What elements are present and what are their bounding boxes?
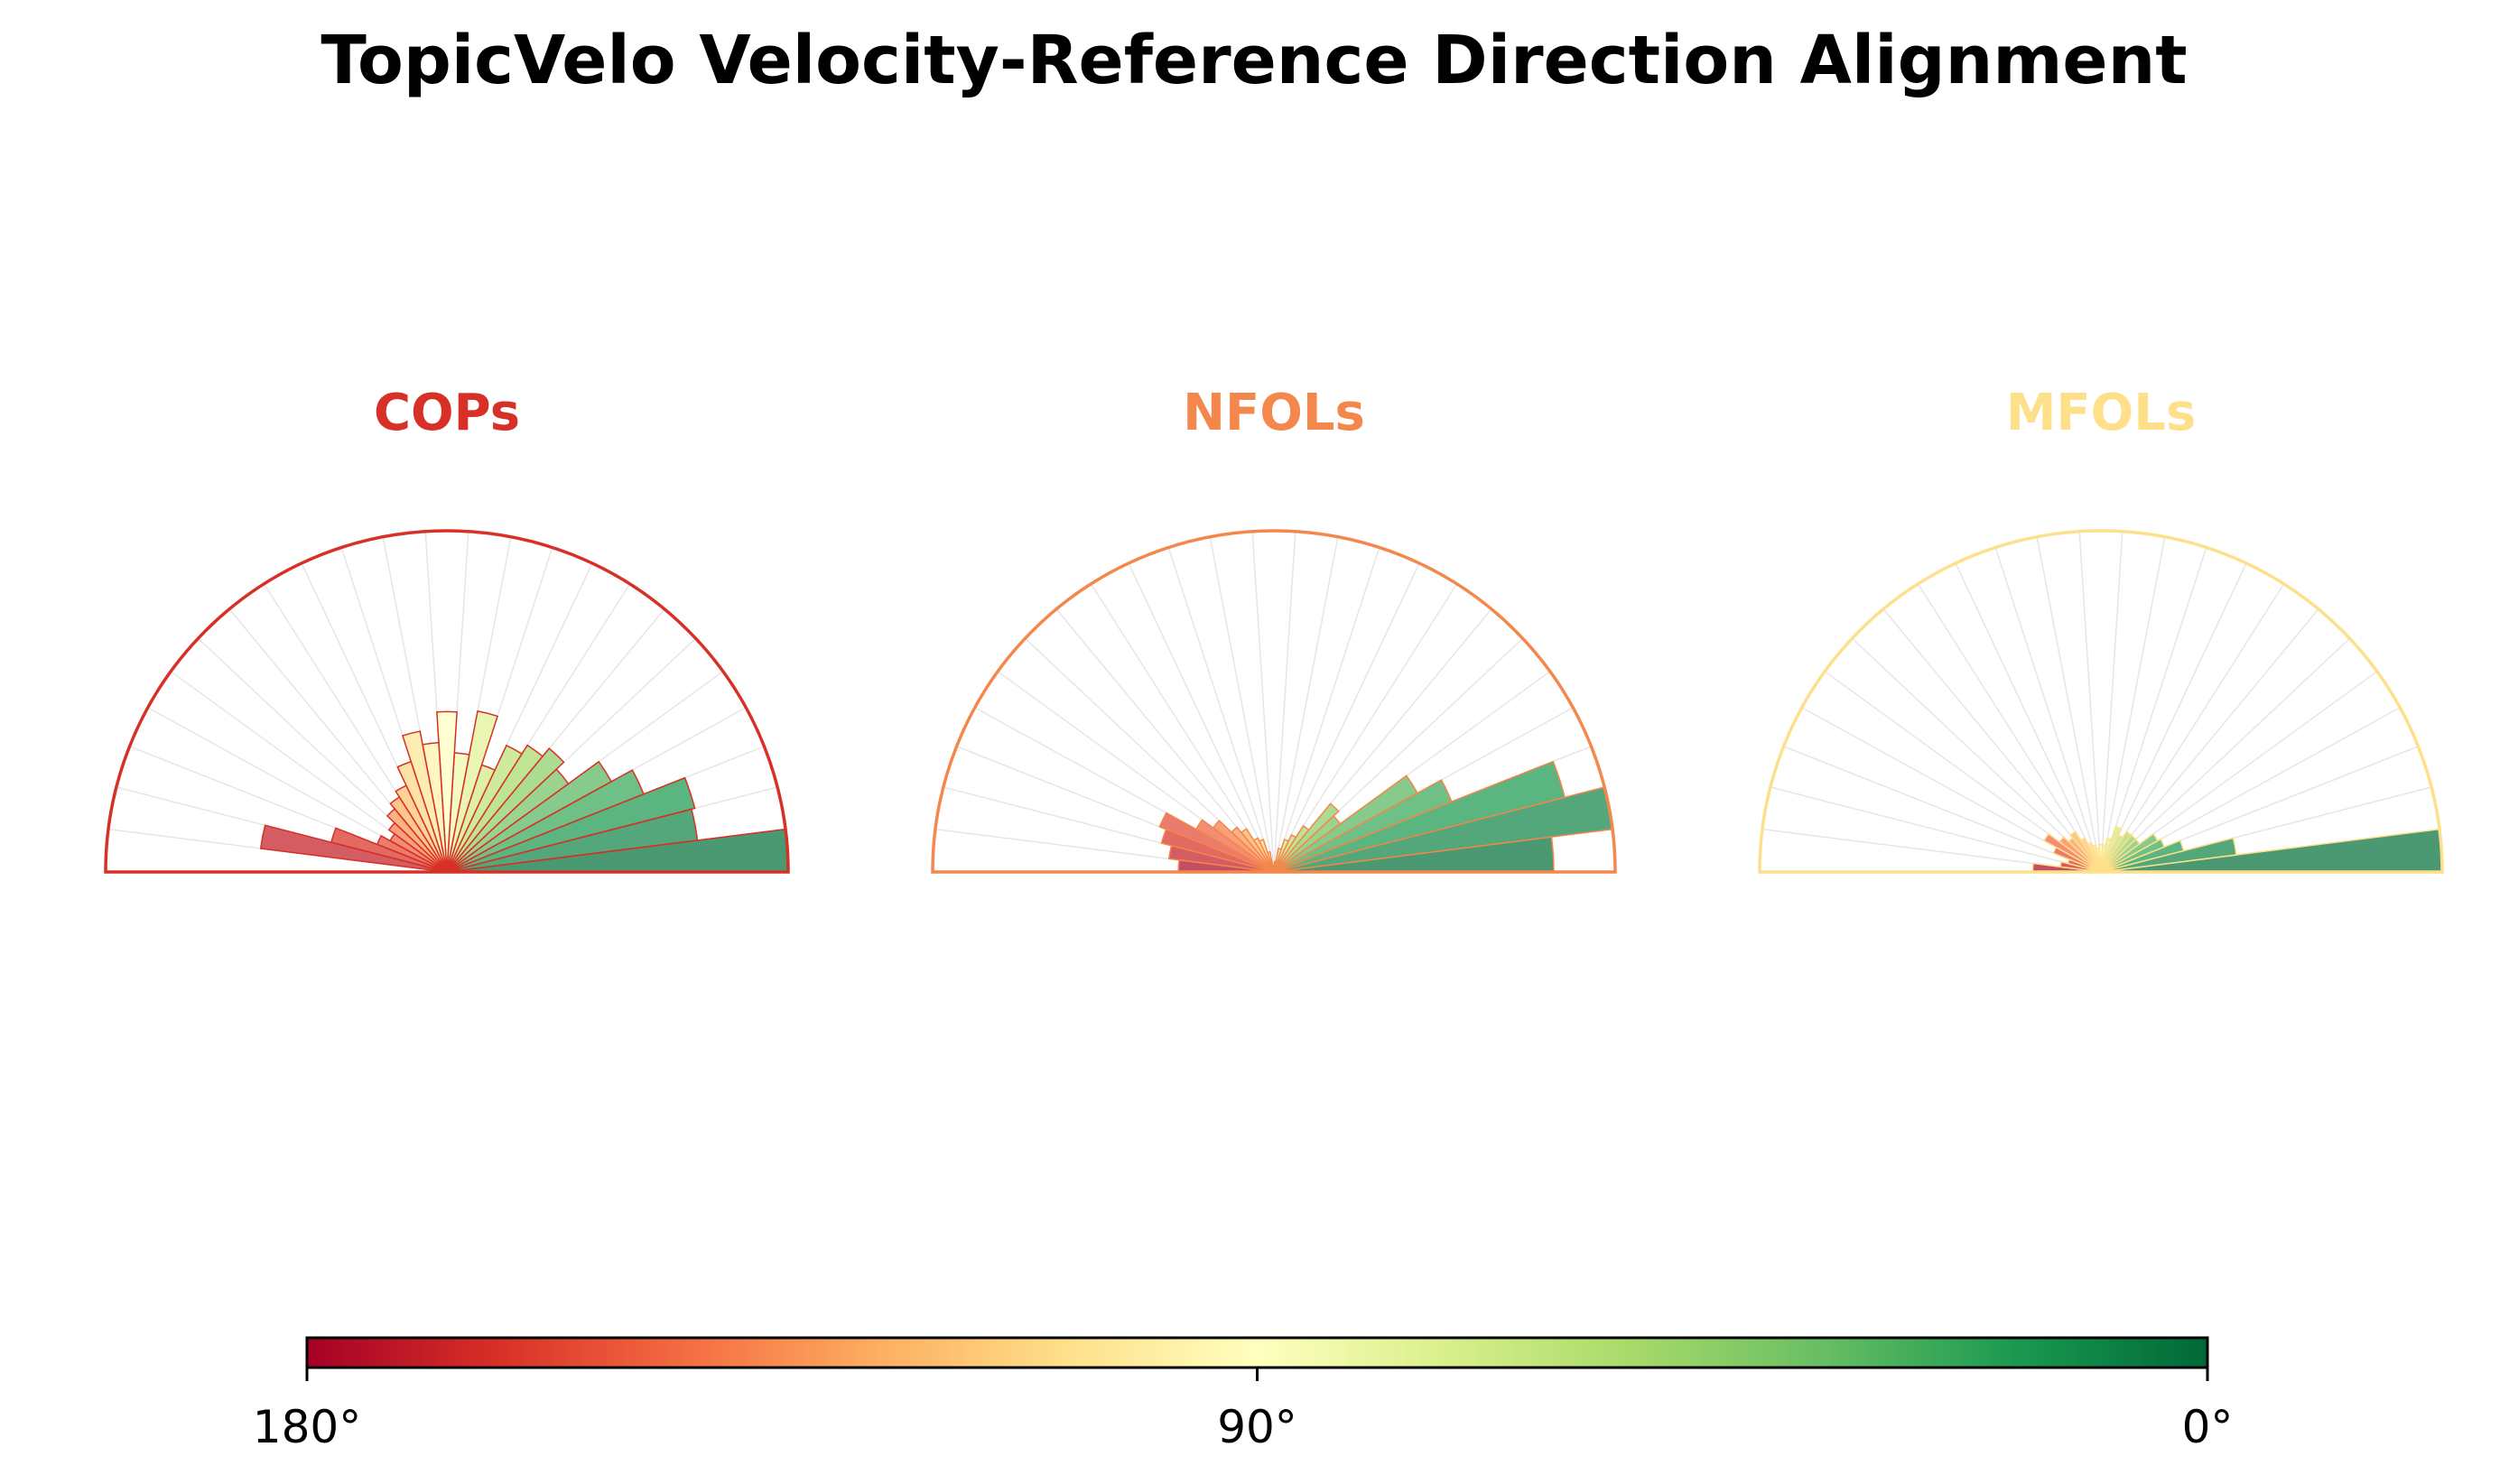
polar-gridline (2100, 637, 2351, 873)
polar-bar (1167, 844, 1275, 873)
polar-gridline (1783, 746, 2102, 873)
polar-gridline (2100, 536, 2166, 873)
polar-bar (446, 744, 524, 873)
polar-panel-nfols: NFOLs (931, 384, 1617, 874)
panel-title-mfols: MFOLs (2006, 384, 2197, 442)
polar-gridline (1994, 547, 2102, 873)
colorbar-gradient (305, 1336, 2209, 1369)
polar-bar (2100, 830, 2133, 873)
polar-gridline (2100, 547, 2207, 873)
polar-gridline (1273, 531, 1296, 873)
polar-bar (2100, 837, 2113, 873)
polar-frame (1758, 529, 2444, 874)
polar-gridline (2036, 536, 2102, 873)
polar-bar (386, 808, 448, 873)
polar-bar (446, 747, 565, 873)
polar-bar (1273, 848, 1283, 873)
polar-bar (446, 744, 544, 873)
polar-frame (931, 529, 1617, 874)
polar-bar (2100, 825, 2123, 873)
polar-frame (104, 529, 790, 874)
polar-gridline (1273, 547, 1380, 873)
polar-bar (1273, 774, 1419, 873)
polar-gridline (1273, 536, 1339, 873)
polar-gridline (1128, 562, 1275, 873)
polar-bar (395, 784, 448, 873)
colorbar: 180° 90° 0° (253, 1336, 2234, 1453)
polar-bar (389, 795, 448, 873)
polar-panels: COPs NFOLs MFOLs (104, 384, 2444, 874)
polar-bar (1273, 824, 1310, 873)
polar-bar (387, 821, 448, 873)
polar-bar (2043, 832, 2102, 873)
polar-gridline (2100, 531, 2123, 873)
polar-gridline (2100, 583, 2285, 873)
polar-gridline (1770, 786, 2102, 873)
colorbar-tick-label-90: 90° (1217, 1401, 1297, 1453)
panel-title-nfols: NFOLs (1183, 384, 1365, 442)
polar-gridline (2100, 608, 2319, 873)
figure-title: TopicVelo Velocity-Reference Direction A… (321, 22, 2187, 99)
polar-gridline (1917, 583, 2102, 873)
polar-bar (1273, 779, 1453, 873)
polar-gridline (1251, 531, 1275, 873)
polar-bar (1158, 812, 1275, 873)
polar-panel-mfols: MFOLs (1758, 384, 2444, 874)
polar-bar (1160, 828, 1275, 873)
polar-gridline (1167, 547, 1275, 873)
polar-gridline (1273, 583, 1458, 873)
polar-gridline (1090, 583, 1275, 873)
polar-gridline (1209, 536, 1275, 873)
polar-bar (446, 760, 613, 873)
polar-bar (259, 824, 448, 873)
polar-gridline (1851, 637, 2102, 873)
polar-bar (1273, 839, 1290, 873)
colorbar-tick-label-0: 0° (2182, 1401, 2234, 1453)
polar-bar (2052, 846, 2102, 873)
polar-bar (1273, 760, 1566, 873)
polar-bar (446, 776, 696, 873)
polar-gridline (2100, 562, 2247, 873)
panel-title-cops: COPs (374, 384, 520, 442)
polar-bar (1273, 802, 1340, 873)
polar-background (1760, 531, 2442, 872)
polar-panel-cops: COPs (104, 384, 790, 874)
polar-bar (436, 710, 458, 873)
polar-bar (446, 769, 645, 873)
polar-gridline (1955, 562, 2102, 873)
polar-bar (1273, 833, 1297, 873)
polar-gridline (2078, 531, 2102, 873)
polar-gridline (1882, 608, 2102, 873)
polar-bar (446, 710, 499, 873)
colorbar-tick-label-180: 180° (253, 1401, 361, 1453)
polar-gridline (1273, 562, 1420, 873)
